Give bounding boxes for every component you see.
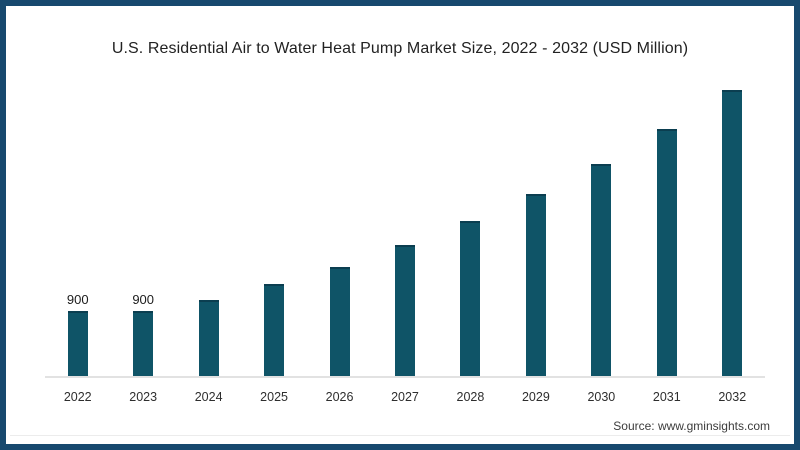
bar [394, 245, 415, 376]
x-tick-label: 2032 [718, 390, 747, 404]
x-tick-label: 2023 [129, 390, 158, 404]
bar-group [241, 279, 306, 376]
x-tick-label: 2027 [391, 390, 419, 404]
plot-area: 900 900 [45, 87, 765, 378]
x-tick-label: 2026 [325, 390, 354, 404]
bar-group [569, 159, 634, 376]
bar-group [634, 124, 699, 376]
bar [722, 89, 743, 376]
x-tick-label: 2029 [521, 390, 550, 404]
bar [460, 220, 481, 376]
bar [67, 311, 88, 376]
x-tick-label: 2022 [63, 390, 92, 404]
bar [264, 284, 285, 376]
x-tick-label: 2025 [260, 390, 288, 404]
chart-title: U.S. Residential Air to Water Heat Pump … [111, 40, 689, 57]
bar [329, 266, 350, 376]
x-tick-label: 2031 [652, 390, 681, 404]
x-tick-label: 2030 [587, 390, 616, 404]
bar [656, 128, 677, 376]
frame-inner-line [10, 435, 790, 436]
bar-group [307, 262, 372, 376]
bar [525, 193, 546, 376]
bar-group [176, 295, 241, 376]
bar-group: 900 [45, 293, 110, 376]
source-note: Source: www.gminsights.com [613, 419, 770, 433]
x-tick-label: 2028 [456, 390, 485, 404]
bar-group [700, 85, 765, 376]
bar [591, 163, 612, 376]
bar-value-label: 900 [132, 292, 155, 307]
bar-value-label: 900 [66, 292, 89, 307]
bar-group: 900 [110, 293, 175, 376]
bar-group [372, 240, 437, 376]
x-tick-label: 2024 [194, 390, 223, 404]
x-axis: 2022 2023 2024 2025 2026 2027 2028 2029 2030 2031… [45, 390, 765, 404]
bar-group [438, 216, 503, 376]
bar-group [503, 189, 568, 376]
bar [133, 311, 154, 376]
bar [198, 300, 219, 376]
